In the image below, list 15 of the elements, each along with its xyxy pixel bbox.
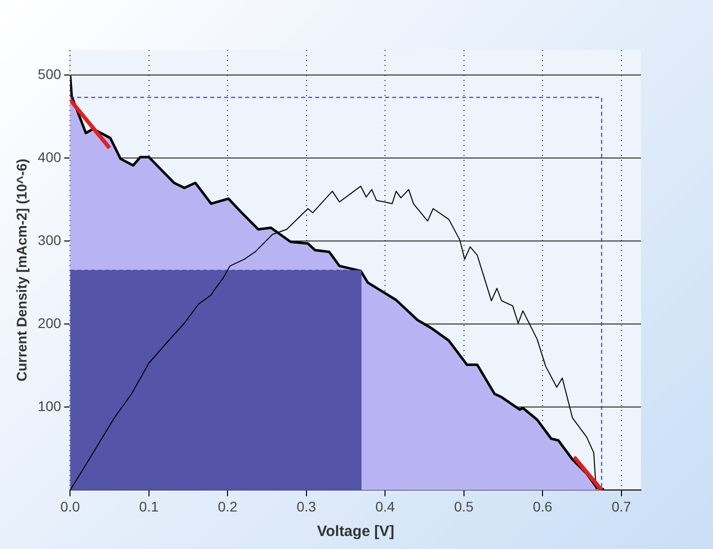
x-axis-title: Voltage [V] [316, 523, 394, 540]
y-tick-label: 300 [38, 232, 62, 248]
y-tick-label: 400 [38, 148, 62, 165]
x-tick-label: 0.1 [139, 498, 159, 514]
y-tick-label: 100 [38, 398, 62, 414]
y-tick-label: 200 [38, 314, 62, 331]
x-tick-label: 0.2 [218, 498, 238, 514]
x-tick-label: 0.0 [60, 498, 80, 514]
x-tick-label: 0.3 [296, 498, 316, 514]
x-tick-label: 0.7 [612, 498, 632, 514]
y-tick-label: 500 [38, 66, 62, 82]
x-tick-label: 0.4 [375, 498, 396, 514]
y-axis-title: Current Density [mAcm-2] (10^-6) [13, 158, 30, 382]
x-tick-label: 0.5 [454, 498, 474, 514]
x-tick-label: 0.6 [532, 498, 553, 514]
